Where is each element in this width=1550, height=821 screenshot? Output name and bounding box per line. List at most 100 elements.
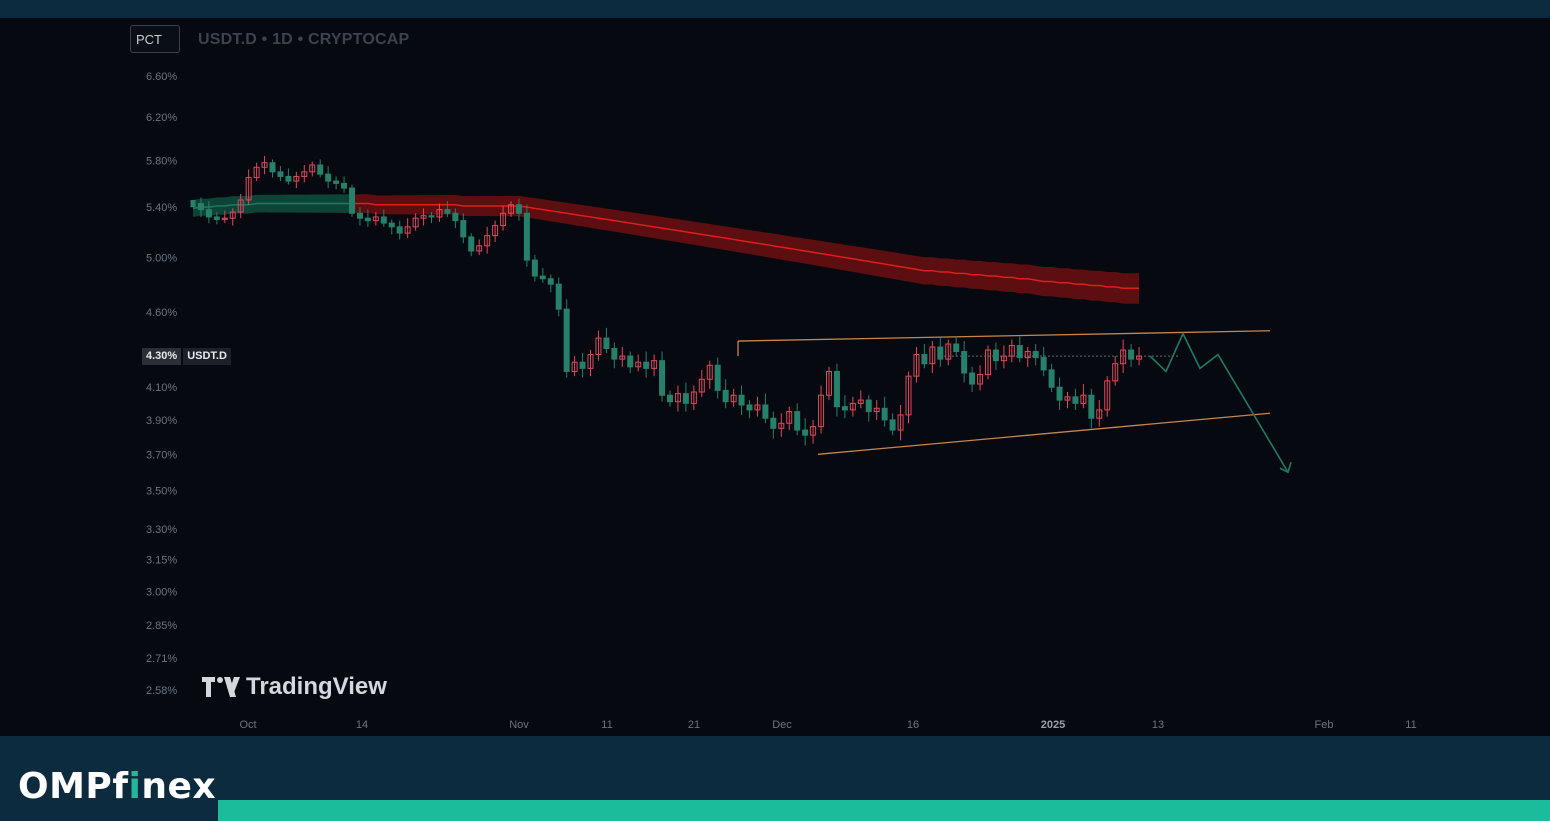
y-tick-label: 5.40% [146,202,177,214]
candle [611,342,618,369]
projection-arrow[interactable] [1149,331,1292,474]
candle [444,201,451,217]
candle [977,365,984,391]
candle [515,198,522,221]
candle [190,199,196,208]
x-axis[interactable]: Oct 14 Nov 11 21 Dec 16 2025 13 Feb 11 [239,719,1416,731]
candle [762,393,769,424]
wedge-upper-line[interactable] [737,330,1271,342]
x-tick-label: 11 [1405,719,1416,731]
price-chart[interactable]: 6.60% 6.20% 5.80% 5.40% 5.00% 4.60% 4.10% 3.90%… [0,18,1550,736]
candle [706,360,713,389]
candle [865,395,872,422]
candle [452,208,459,229]
candle [261,155,268,175]
candle [269,159,276,178]
candle [889,413,896,436]
candle [404,218,411,239]
candle [380,209,387,227]
projection-arrowhead [1279,461,1292,474]
candle [810,419,817,444]
candle [317,159,324,178]
candle [1072,388,1079,410]
candle [857,390,864,409]
candle [770,411,777,439]
candle [667,390,673,407]
candle [341,176,348,193]
candle [826,366,832,401]
candle [229,208,236,226]
candle [651,354,658,377]
candle [754,396,761,417]
candle [1112,356,1119,386]
candle [794,403,801,436]
candle [1096,400,1103,427]
x-tick-label: 11 [601,719,612,731]
candle [833,363,840,417]
candle [436,203,443,222]
y-axis[interactable]: 6.60% 6.20% 5.80% 5.40% 5.00% 4.60% 4.10% 3.90%… [146,71,177,697]
candle [476,239,483,255]
candle [786,406,793,431]
y-tick-label: 2.71% [146,653,177,665]
candle [500,205,507,231]
y-tick-label: 3.15% [146,555,177,567]
candle [730,388,737,407]
candle [523,204,530,267]
candle [1032,344,1039,366]
candle [619,347,626,367]
footer: OMPfinex [0,736,1550,821]
candle [555,277,562,317]
candle [961,341,968,383]
y-tick-label: 6.20% [146,112,177,124]
x-tick-label: Dec [772,719,792,731]
band-red-midline [352,202,1140,290]
candle [277,166,284,182]
x-tick-label: Feb [1315,719,1334,731]
candle [579,353,586,378]
candle [508,201,514,217]
candle [985,345,991,380]
candle [420,208,427,226]
candle [356,207,363,226]
brand-text-part1: OMPf [18,766,129,807]
x-tick-label: 14 [356,719,368,731]
last-price-tag: 4.30% USDT.D [142,348,231,365]
candle [293,171,300,189]
pct-scale-button[interactable]: PCT [130,25,180,53]
candle [1056,377,1063,410]
projection-path[interactable] [1149,331,1289,473]
x-tick-label: 2025 [1041,719,1065,731]
candle [881,396,888,427]
candle [563,299,570,378]
candle [460,213,467,244]
last-price-symbol: USDT.D [183,348,231,365]
brand-logo[interactable]: OMPfinex [18,766,216,807]
band-red-segment [352,194,1140,304]
candle [468,233,475,257]
y-tick-label: 2.58% [146,685,177,697]
candle [1120,339,1127,374]
candle [1088,388,1095,429]
candle [349,184,355,217]
candle [428,212,435,224]
candle [778,413,785,437]
candle [1080,384,1087,409]
y-tick-label: 3.70% [146,449,177,461]
chart-area[interactable]: 6.60% 6.20% 5.80% 5.40% 5.00% 4.60% 4.10% 3.90%… [0,18,1550,736]
candle [698,369,705,397]
candle [841,395,848,419]
candle [643,351,650,378]
moving-average-band [192,194,1140,304]
candle [325,166,332,189]
candle [492,220,499,242]
candle [1024,347,1031,367]
y-tick-label: 2.85% [146,620,177,632]
wedge-lower-line[interactable] [817,412,1271,455]
candle [285,168,292,185]
x-tick-label: Nov [509,719,529,731]
candle [1048,363,1055,393]
candle [245,169,252,205]
candle [929,341,936,374]
candle [412,213,419,231]
